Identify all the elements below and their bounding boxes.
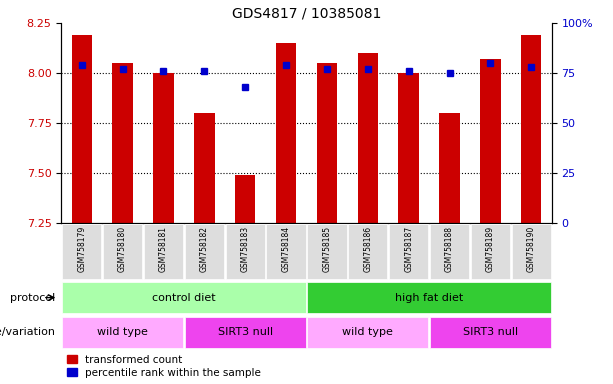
Text: GSM758185: GSM758185 xyxy=(322,226,332,272)
Text: GSM758182: GSM758182 xyxy=(200,226,209,271)
FancyBboxPatch shape xyxy=(62,282,306,313)
FancyBboxPatch shape xyxy=(226,224,265,279)
Text: GSM758187: GSM758187 xyxy=(404,226,413,272)
Text: SIRT3 null: SIRT3 null xyxy=(463,327,518,337)
FancyBboxPatch shape xyxy=(307,282,551,313)
Bar xyxy=(194,113,215,223)
Text: high fat diet: high fat diet xyxy=(395,293,463,303)
Text: GSM758180: GSM758180 xyxy=(118,226,127,272)
Text: GSM758181: GSM758181 xyxy=(159,226,168,271)
Bar xyxy=(276,43,296,223)
Bar xyxy=(72,35,92,223)
FancyBboxPatch shape xyxy=(471,224,510,279)
Text: GSM758179: GSM758179 xyxy=(77,226,86,272)
FancyBboxPatch shape xyxy=(430,224,469,279)
FancyBboxPatch shape xyxy=(62,317,183,348)
Bar xyxy=(480,59,501,223)
Text: control diet: control diet xyxy=(152,293,216,303)
FancyBboxPatch shape xyxy=(62,224,101,279)
Bar xyxy=(357,53,378,223)
FancyBboxPatch shape xyxy=(144,224,183,279)
Text: GSM758183: GSM758183 xyxy=(241,226,249,272)
Text: GSM758188: GSM758188 xyxy=(445,226,454,271)
Text: SIRT3 null: SIRT3 null xyxy=(218,327,273,337)
Bar xyxy=(153,73,173,223)
FancyBboxPatch shape xyxy=(307,224,346,279)
Text: wild type: wild type xyxy=(343,327,393,337)
Bar xyxy=(317,63,337,223)
Text: GSM758184: GSM758184 xyxy=(281,226,291,272)
FancyBboxPatch shape xyxy=(389,224,428,279)
Bar xyxy=(398,73,419,223)
FancyBboxPatch shape xyxy=(307,317,428,348)
Text: protocol: protocol xyxy=(10,293,55,303)
Text: GSM758189: GSM758189 xyxy=(486,226,495,272)
Bar xyxy=(235,175,256,223)
Bar xyxy=(521,35,541,223)
Bar xyxy=(112,63,133,223)
FancyBboxPatch shape xyxy=(185,224,224,279)
Text: genotype/variation: genotype/variation xyxy=(0,327,55,337)
Text: GSM758186: GSM758186 xyxy=(364,226,372,272)
FancyBboxPatch shape xyxy=(430,317,551,348)
Bar xyxy=(440,113,460,223)
Title: GDS4817 / 10385081: GDS4817 / 10385081 xyxy=(232,7,381,20)
Legend: transformed count, percentile rank within the sample: transformed count, percentile rank withi… xyxy=(66,355,261,378)
FancyBboxPatch shape xyxy=(103,224,142,279)
Text: wild type: wild type xyxy=(97,327,148,337)
FancyBboxPatch shape xyxy=(267,224,306,279)
Text: GSM758190: GSM758190 xyxy=(527,226,536,272)
FancyBboxPatch shape xyxy=(512,224,551,279)
FancyBboxPatch shape xyxy=(348,224,387,279)
FancyBboxPatch shape xyxy=(185,317,306,348)
